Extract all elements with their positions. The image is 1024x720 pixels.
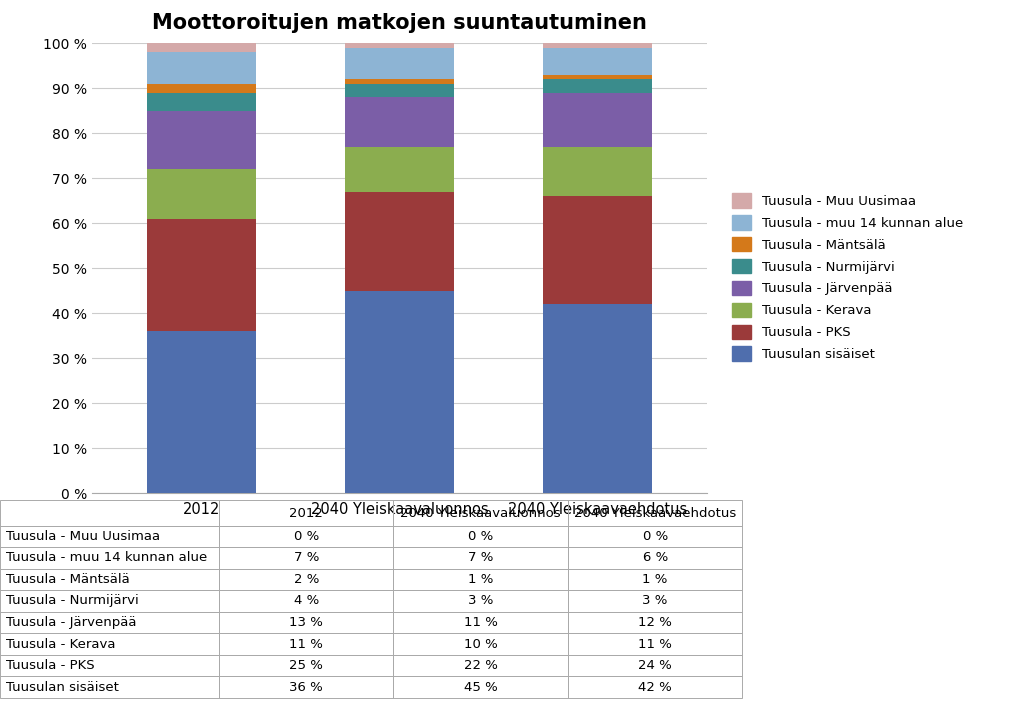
Text: Tuusulan sisäiset: Tuusulan sisäiset <box>6 680 119 693</box>
Bar <box>568 526 742 547</box>
Bar <box>568 500 742 526</box>
Text: Tuusula - Nurmijärvi: Tuusula - Nurmijärvi <box>6 595 138 608</box>
Text: 1 %: 1 % <box>468 573 494 586</box>
Text: 10 %: 10 % <box>464 637 498 650</box>
Text: 6 %: 6 % <box>642 552 668 564</box>
Bar <box>146 331 256 493</box>
Bar <box>543 147 652 197</box>
Text: 45 %: 45 % <box>464 680 498 693</box>
Bar <box>345 291 454 493</box>
Text: 24 %: 24 % <box>638 659 672 672</box>
Bar <box>219 547 393 569</box>
Bar <box>568 569 742 590</box>
Bar <box>146 84 256 93</box>
Bar <box>146 93 256 111</box>
Text: Tuusula - PKS: Tuusula - PKS <box>6 659 94 672</box>
Text: 3 %: 3 % <box>642 595 668 608</box>
Bar <box>568 676 742 698</box>
Bar <box>393 500 568 526</box>
Text: 36 %: 36 % <box>290 680 324 693</box>
Bar <box>393 654 568 676</box>
Bar <box>0 654 219 676</box>
Bar <box>345 84 454 97</box>
Bar <box>345 192 454 291</box>
Bar <box>543 79 652 93</box>
Text: 7 %: 7 % <box>468 552 494 564</box>
Bar <box>146 219 256 331</box>
Bar <box>543 75 652 79</box>
Bar <box>146 53 256 84</box>
Text: 22 %: 22 % <box>464 659 498 672</box>
Bar <box>219 654 393 676</box>
Text: 7 %: 7 % <box>294 552 318 564</box>
Bar <box>393 612 568 634</box>
Bar <box>393 676 568 698</box>
Text: 11 %: 11 % <box>638 637 672 650</box>
Text: Tuusula - Järvenpää: Tuusula - Järvenpää <box>6 616 136 629</box>
Bar <box>146 169 256 219</box>
Bar <box>219 676 393 698</box>
Bar <box>0 634 219 654</box>
Text: 0 %: 0 % <box>468 530 494 543</box>
Bar <box>543 197 652 304</box>
Bar <box>219 612 393 634</box>
Text: 25 %: 25 % <box>290 659 324 672</box>
Bar <box>543 304 652 493</box>
Bar <box>219 500 393 526</box>
Text: 2040 Yleiskaavaehdotus: 2040 Yleiskaavaehdotus <box>574 507 736 520</box>
Text: 11 %: 11 % <box>290 637 324 650</box>
Bar <box>568 634 742 654</box>
Bar <box>393 526 568 547</box>
Bar <box>543 93 652 147</box>
Bar <box>0 612 219 634</box>
Bar <box>0 500 219 526</box>
Bar <box>345 48 454 79</box>
Bar <box>345 79 454 84</box>
Text: 42 %: 42 % <box>638 680 672 693</box>
Bar <box>393 590 568 612</box>
Text: Tuusula - Muu Uusimaa: Tuusula - Muu Uusimaa <box>6 530 160 543</box>
Bar <box>0 676 219 698</box>
Bar <box>568 547 742 569</box>
Bar <box>219 590 393 612</box>
Title: Moottoroitujen matkojen suuntautuminen: Moottoroitujen matkojen suuntautuminen <box>152 13 647 33</box>
Text: 12 %: 12 % <box>638 616 672 629</box>
Bar <box>345 43 454 48</box>
Text: 2012: 2012 <box>290 507 324 520</box>
Bar <box>146 111 256 169</box>
Bar <box>345 97 454 147</box>
Text: 3 %: 3 % <box>468 595 494 608</box>
Bar <box>568 654 742 676</box>
Bar <box>0 569 219 590</box>
Bar <box>345 147 454 192</box>
Bar <box>543 43 652 48</box>
Text: 2040 Yleiskaavaluonnos: 2040 Yleiskaavaluonnos <box>400 507 561 520</box>
Bar <box>543 48 652 75</box>
Text: 4 %: 4 % <box>294 595 318 608</box>
Text: 2 %: 2 % <box>294 573 318 586</box>
Bar <box>393 547 568 569</box>
Text: 1 %: 1 % <box>642 573 668 586</box>
Text: 0 %: 0 % <box>294 530 318 543</box>
Bar <box>0 590 219 612</box>
Legend: Tuusula - Muu Uusimaa, Tuusula - muu 14 kunnan alue, Tuusula - Mäntsälä, Tuusula: Tuusula - Muu Uusimaa, Tuusula - muu 14 … <box>728 189 967 365</box>
Bar <box>219 569 393 590</box>
Text: 13 %: 13 % <box>290 616 324 629</box>
Bar <box>146 43 256 53</box>
Bar <box>568 612 742 634</box>
Bar <box>219 634 393 654</box>
Bar <box>219 526 393 547</box>
Text: Tuusula - muu 14 kunnan alue: Tuusula - muu 14 kunnan alue <box>6 552 207 564</box>
Bar <box>568 590 742 612</box>
Bar <box>393 569 568 590</box>
Text: 0 %: 0 % <box>642 530 668 543</box>
Text: Tuusula - Kerava: Tuusula - Kerava <box>6 637 116 650</box>
Text: 11 %: 11 % <box>464 616 498 629</box>
Bar <box>0 547 219 569</box>
Bar <box>393 634 568 654</box>
Text: Tuusula - Mäntsälä: Tuusula - Mäntsälä <box>6 573 130 586</box>
Bar <box>0 526 219 547</box>
